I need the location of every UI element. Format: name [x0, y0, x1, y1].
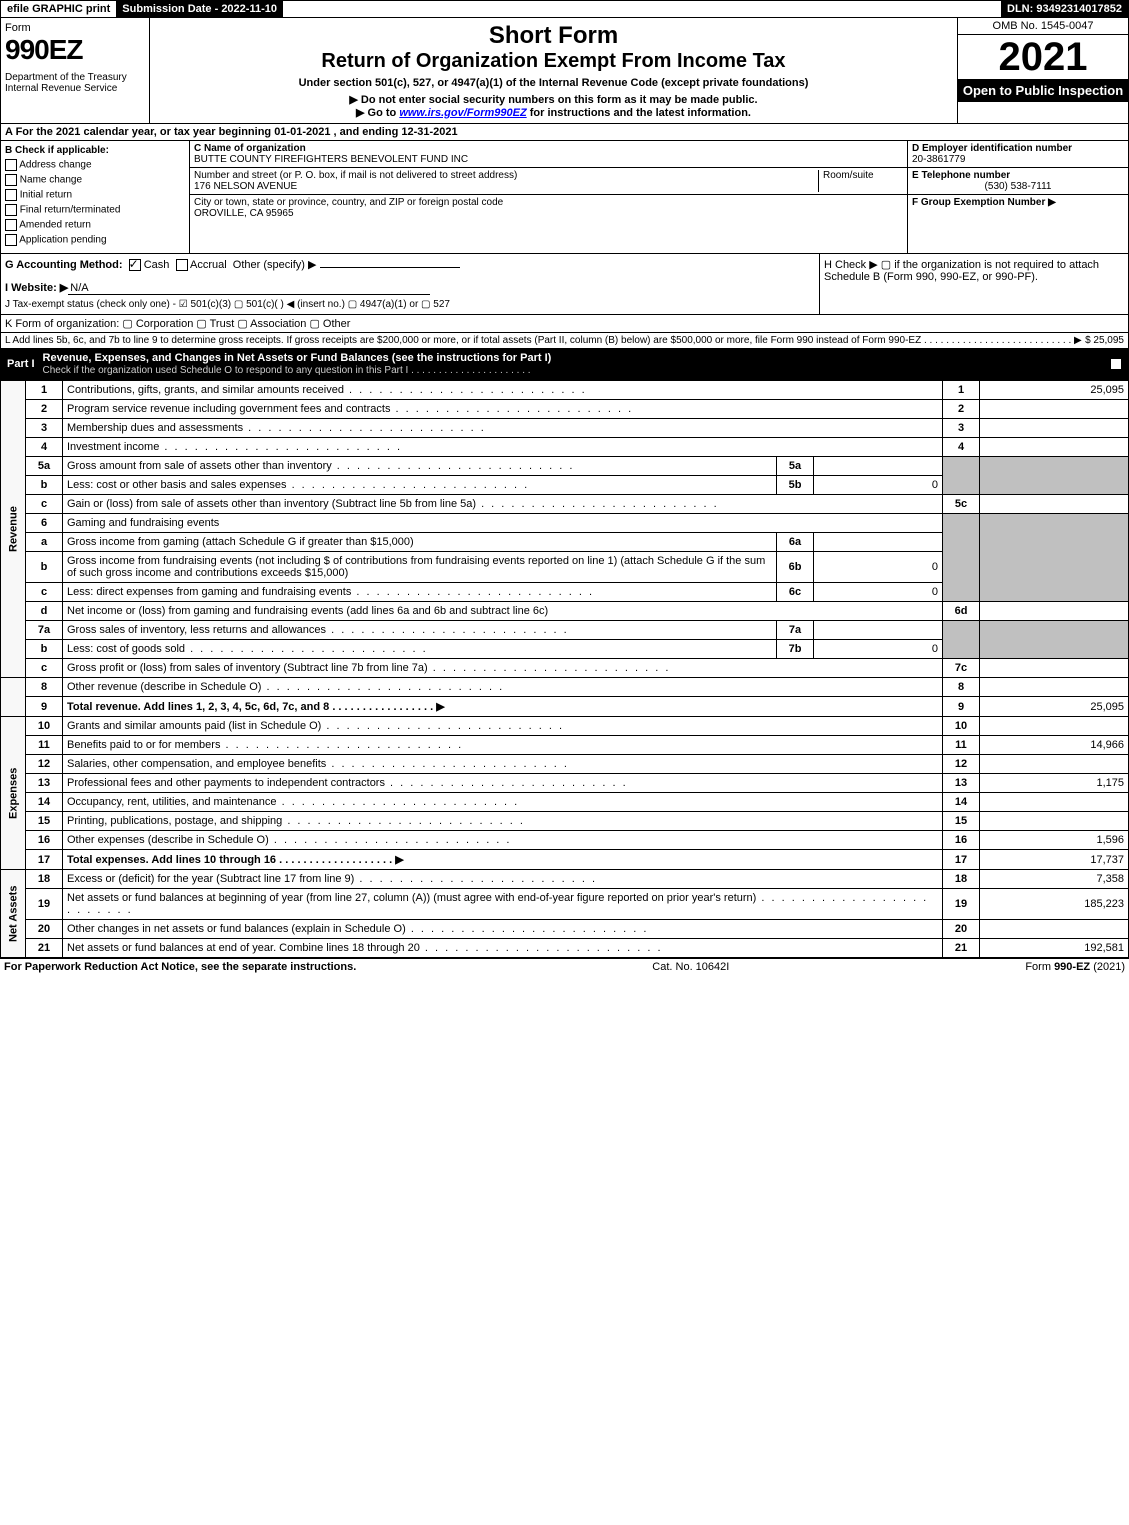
part1-heading: Revenue, Expenses, and Changes in Net As… — [43, 352, 552, 364]
footer: For Paperwork Reduction Act Notice, see … — [0, 958, 1129, 975]
line-a: A For the 2021 calendar year, or tax yea… — [0, 124, 1129, 141]
goto-line: ▶ Go to www.irs.gov/Form990EZ for instru… — [154, 106, 953, 119]
form-header: Form 990EZ Department of the Treasury In… — [0, 18, 1129, 124]
c-name-lbl: C Name of organization — [194, 143, 306, 154]
f-block: F Group Exemption Number ▶ — [908, 195, 1128, 210]
chk-final[interactable]: Final return/terminated — [5, 204, 185, 216]
department: Department of the Treasury Internal Reve… — [5, 72, 145, 94]
part1-label: Part I — [7, 358, 35, 370]
part1-header: Part I Revenue, Expenses, and Changes in… — [0, 349, 1129, 380]
c-name-block: C Name of organization BUTTE COUNTY FIRE… — [190, 141, 907, 168]
lines-table: Revenue 1 Contributions, gifts, grants, … — [0, 380, 1129, 958]
col-c: C Name of organization BUTTE COUNTY FIRE… — [190, 141, 908, 253]
header-center: Short Form Return of Organization Exempt… — [150, 18, 958, 123]
line-k: K Form of organization: ▢ Corporation ▢ … — [0, 315, 1129, 333]
part1-chk[interactable] — [1110, 358, 1122, 370]
chk-address[interactable]: Address change — [5, 159, 185, 171]
c-city: OROVILLE, CA 95965 — [194, 208, 294, 219]
goto-pre: ▶ Go to — [356, 107, 399, 119]
section-g: G Accounting Method: Cash Accrual Other … — [1, 254, 819, 314]
f-lbl: F Group Exemption Number ▶ — [912, 197, 1056, 208]
under-section: Under section 501(c), 527, or 4947(a)(1)… — [154, 77, 953, 89]
chk-name[interactable]: Name change — [5, 174, 185, 186]
form-word: Form — [5, 22, 145, 34]
g-cash-chk[interactable] — [129, 259, 141, 271]
col-b: B Check if applicable: Address change Na… — [1, 141, 190, 253]
section-h: H Check ▶ ▢ if the organization is not r… — [819, 254, 1128, 314]
top-bar: efile GRAPHIC print Submission Date - 20… — [0, 0, 1129, 18]
h-text: H Check ▶ ▢ if the organization is not r… — [824, 259, 1099, 283]
part1-sub: Check if the organization used Schedule … — [43, 365, 531, 376]
g-other-line[interactable] — [320, 267, 460, 268]
e-block: E Telephone number (530) 538-7111 — [908, 168, 1128, 195]
grey-7 — [943, 621, 980, 659]
c-city-lbl: City or town, state or province, country… — [194, 197, 503, 208]
i-lbl: I Website: ▶ — [5, 282, 68, 294]
e-val: (530) 538-7111 — [912, 181, 1124, 192]
line-l: L Add lines 5b, 6c, and 7b to line 9 to … — [0, 333, 1129, 349]
irs-link[interactable]: www.irs.gov/Form990EZ — [399, 107, 526, 119]
c-addr-block: Number and street (or P. O. box, if mail… — [190, 168, 907, 195]
l-text: L Add lines 5b, 6c, and 7b to line 9 to … — [5, 335, 1082, 346]
chk-amended[interactable]: Amended return — [5, 219, 185, 231]
chk-initial[interactable]: Initial return — [5, 189, 185, 201]
footer-right: Form 990-EZ (2021) — [1025, 961, 1125, 973]
header-left: Form 990EZ Department of the Treasury In… — [1, 18, 150, 123]
efile-label[interactable]: efile GRAPHIC print — [1, 1, 116, 17]
g-accrual-chk[interactable] — [176, 259, 188, 271]
warning-ssn: ▶ Do not enter social security numbers o… — [154, 93, 953, 106]
d-block: D Employer identification number 20-3861… — [908, 141, 1128, 168]
short-form-title: Short Form — [154, 22, 953, 50]
b-head: B Check if applicable: — [5, 145, 185, 156]
website-val: N/A — [68, 282, 430, 295]
dln: DLN: 93492314017852 — [1001, 1, 1128, 17]
open-inspection: Open to Public Inspection — [958, 79, 1128, 102]
header-right: OMB No. 1545-0047 2021 Open to Public In… — [958, 18, 1128, 123]
topbar-spacer — [283, 1, 1001, 17]
row-bcdef: B Check if applicable: Address change Na… — [0, 141, 1129, 254]
form-number: 990EZ — [5, 34, 145, 66]
return-title: Return of Organization Exempt From Incom… — [154, 50, 953, 73]
grey-6 — [943, 514, 980, 602]
c-addr-lbl: Number and street (or P. O. box, if mail… — [194, 170, 517, 181]
e-lbl: E Telephone number — [912, 170, 1010, 181]
g-lbl: G Accounting Method: — [5, 259, 123, 271]
net-label: Net Assets — [1, 870, 26, 958]
grey-5 — [943, 457, 980, 495]
goto-post: for instructions and the latest informat… — [527, 107, 751, 119]
d-lbl: D Employer identification number — [912, 143, 1072, 154]
grey-7b — [980, 621, 1129, 659]
chk-pending[interactable]: Application pending — [5, 234, 185, 246]
c-room-lbl: Room/suite — [818, 170, 903, 192]
col-def: D Employer identification number 20-3861… — [908, 141, 1128, 253]
section-gh: G Accounting Method: Cash Accrual Other … — [0, 254, 1129, 315]
c-addr: 176 NELSON AVENUE — [194, 181, 297, 192]
c-city-block: City or town, state or province, country… — [190, 195, 907, 221]
line-j: J Tax-exempt status (check only one) - ☑… — [5, 299, 815, 310]
grey-6b — [980, 514, 1129, 602]
d-val: 20-3861779 — [912, 154, 965, 165]
revenue-label: Revenue — [1, 381, 26, 678]
l-amt: $ 25,095 — [1085, 335, 1124, 346]
tax-year: 2021 — [958, 35, 1128, 79]
c-name: BUTTE COUNTY FIREFIGHTERS BENEVOLENT FUN… — [194, 154, 468, 165]
omb-number: OMB No. 1545-0047 — [958, 18, 1128, 35]
submission-date: Submission Date - 2022-11-10 — [116, 1, 283, 17]
grey-5b — [980, 457, 1129, 495]
expenses-label: Expenses — [1, 717, 26, 870]
footer-left: For Paperwork Reduction Act Notice, see … — [4, 961, 356, 973]
footer-mid: Cat. No. 10642I — [356, 961, 1025, 973]
